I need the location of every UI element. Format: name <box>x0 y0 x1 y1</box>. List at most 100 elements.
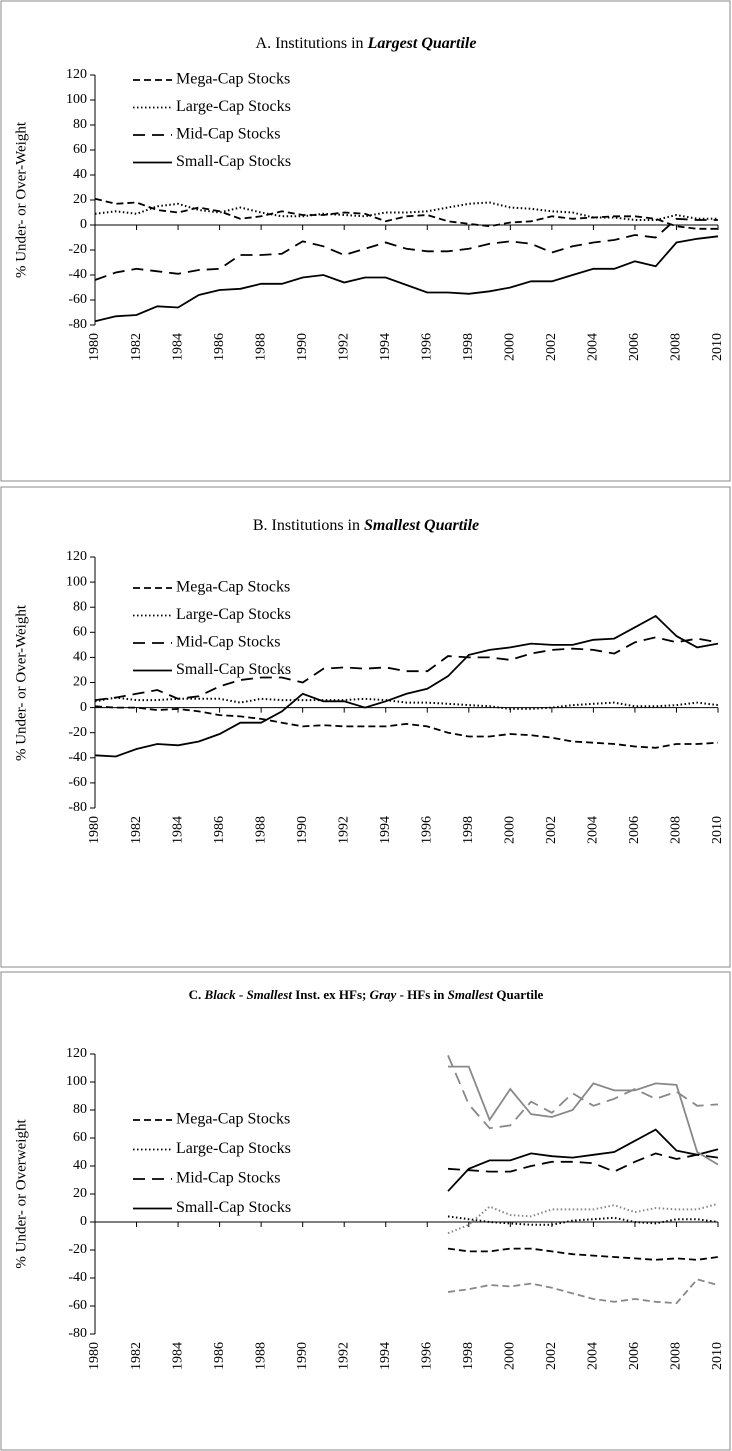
x-tick-label: 1986 <box>212 333 227 361</box>
y-tick-label: 20 <box>73 675 87 690</box>
title-part: Inst. ex HFs; <box>292 987 370 1002</box>
series-line <box>94 201 718 221</box>
title-part: B. Institutions in <box>253 517 364 534</box>
title-part: A. Institutions in <box>256 35 368 52</box>
legend-label: Large-Cap Stocks <box>176 606 291 623</box>
x-tick-label: 1994 <box>378 333 393 361</box>
title-part: Largest Quartile <box>367 35 477 52</box>
y-tick-label: 40 <box>73 167 87 182</box>
x-tick-label: 1988 <box>253 333 268 361</box>
x-tick-label: 1998 <box>461 816 476 844</box>
y-tick-label: -80 <box>68 317 87 332</box>
legend-label: Mid-Cap Stocks <box>176 126 280 143</box>
series-line <box>94 197 718 230</box>
x-tick-label: 1980 <box>87 816 102 844</box>
y-tick-label: 40 <box>73 1158 87 1173</box>
x-tick-label: 1986 <box>212 816 227 844</box>
y-tick-label: 40 <box>73 650 87 665</box>
x-tick-label: 2002 <box>544 816 559 844</box>
series-line <box>447 1128 719 1192</box>
legend-label: Mega-Cap Stocks <box>176 579 290 596</box>
x-tick-label: 2000 <box>503 1342 518 1370</box>
y-tick-label: -20 <box>68 242 87 257</box>
series-line <box>94 235 719 323</box>
y-tick-label: 60 <box>73 625 87 640</box>
y-tick-label: 100 <box>66 92 87 107</box>
x-tick-label: 2006 <box>627 816 642 844</box>
x-tick-label: 2004 <box>586 1342 601 1370</box>
x-tick-label: 1992 <box>336 816 351 844</box>
y-axis-label: % Under- or Overweight <box>13 1119 29 1269</box>
x-tick-label: 1982 <box>129 1342 144 1370</box>
y-tick-label: -40 <box>68 750 87 765</box>
x-tick-label: 2000 <box>503 816 518 844</box>
x-tick-label: 1996 <box>419 816 434 844</box>
y-tick-label: -20 <box>68 725 87 740</box>
y-tick-label: -60 <box>68 292 87 307</box>
x-tick-label: 1996 <box>419 1342 434 1370</box>
x-tick-label: 2008 <box>669 333 684 361</box>
x-tick-label: 1980 <box>87 1342 102 1370</box>
y-tick-label: 80 <box>73 117 87 132</box>
y-tick-label: 80 <box>73 599 87 614</box>
chart-title: C. Black - Smallest Inst. ex HFs; Gray -… <box>189 987 544 1002</box>
x-tick-label: 2006 <box>627 1342 642 1370</box>
title-part: Black <box>204 987 237 1002</box>
series-line <box>94 614 719 758</box>
y-tick-label: 20 <box>73 192 87 207</box>
x-tick-label: 1984 <box>170 816 185 844</box>
x-tick-label: 1986 <box>212 1342 227 1370</box>
series-line <box>94 217 718 281</box>
chart-title: B. Institutions in Smallest Quartile <box>253 517 479 534</box>
y-tick-label: -40 <box>68 1270 87 1285</box>
y-axis-label: % Under- or Over-Weight <box>13 604 29 761</box>
legend-label: Small-Cap Stocks <box>176 153 291 170</box>
legend-label: Large-Cap Stocks <box>176 1140 291 1157</box>
x-tick-label: 1996 <box>419 333 434 361</box>
x-tick-label: 2010 <box>710 1342 725 1370</box>
x-tick-label: 2004 <box>586 333 601 361</box>
series-line <box>447 1055 719 1130</box>
title-part: C. <box>189 987 205 1002</box>
chart-title: A. Institutions in Largest Quartile <box>256 35 477 52</box>
y-axis-label: % Under- or Over-Weight <box>13 121 29 278</box>
x-tick-label: 2010 <box>710 816 725 844</box>
title-part: Smallest <box>246 987 292 1002</box>
title-part: Quartile <box>493 987 543 1002</box>
series-line <box>448 1065 719 1166</box>
x-tick-label: 2000 <box>503 333 518 361</box>
y-tick-label: -40 <box>68 267 87 282</box>
series-line <box>447 1215 719 1226</box>
x-tick-label: 1982 <box>129 816 144 844</box>
y-tick-label: 100 <box>66 574 87 589</box>
y-tick-label: 0 <box>80 700 87 715</box>
legend-label: Mega-Cap Stocks <box>176 1111 290 1128</box>
x-tick-label: 1990 <box>295 333 310 361</box>
title-part: - <box>236 987 247 1002</box>
y-tick-label: 100 <box>66 1074 87 1089</box>
y-tick-label: -60 <box>68 1298 87 1313</box>
y-tick-label: 0 <box>80 1214 87 1229</box>
y-tick-label: -60 <box>68 775 87 790</box>
title-part: Smallest <box>448 987 494 1002</box>
y-tick-label: 60 <box>73 1130 87 1145</box>
y-tick-label: 120 <box>66 67 87 82</box>
legend-label: Small-Cap Stocks <box>176 661 291 678</box>
legend-label: Large-Cap Stocks <box>176 98 291 115</box>
x-tick-label: 1984 <box>170 1342 185 1370</box>
legend-label: Mid-Cap Stocks <box>176 1170 280 1187</box>
x-tick-label: 1984 <box>170 333 185 361</box>
x-tick-label: 2008 <box>669 1342 684 1370</box>
y-tick-label: -80 <box>68 800 87 815</box>
panel-frame <box>0 971 731 1451</box>
x-tick-label: 1992 <box>336 1342 351 1370</box>
series-line <box>94 696 719 710</box>
series-line <box>447 1202 719 1235</box>
title-part: Gray <box>370 987 397 1002</box>
y-tick-label: 120 <box>66 1046 87 1061</box>
x-tick-label: 2004 <box>586 816 601 844</box>
title-part: - HFs in <box>396 987 447 1002</box>
y-tick-label: -80 <box>68 1326 87 1341</box>
x-tick-label: 2002 <box>544 333 559 361</box>
